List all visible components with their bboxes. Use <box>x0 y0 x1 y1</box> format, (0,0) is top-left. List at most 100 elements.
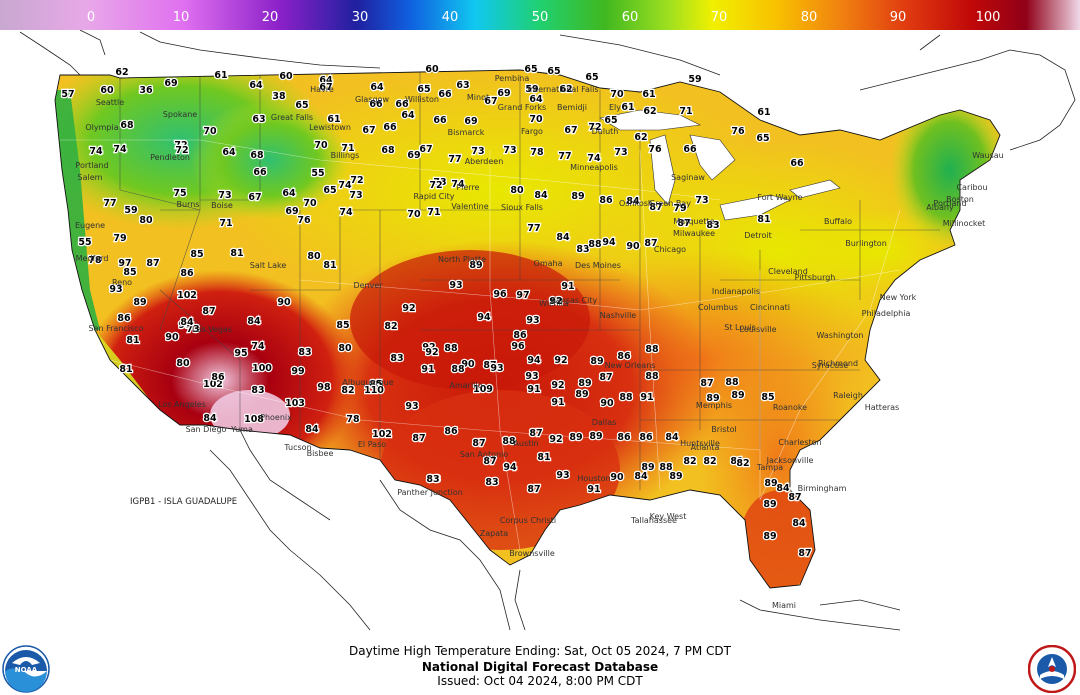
temperature-label: 110 <box>364 385 384 396</box>
temperature-label: 79 <box>113 233 126 244</box>
temperature-label-halo: 97 <box>118 258 131 269</box>
temperature-label: 93 <box>109 284 122 295</box>
temperature-label: 69 <box>285 206 298 217</box>
temperature-label-halo: 72 <box>429 180 442 191</box>
temperature-label: 68 <box>381 145 395 156</box>
temperature-label-halo: 87 <box>412 433 425 444</box>
temperature-label: 81 <box>323 260 336 271</box>
city-label: Cincinnati <box>750 303 790 312</box>
temperature-label-halo: 70 <box>529 114 543 125</box>
city-label: Rapid City <box>414 192 455 201</box>
city-label: Des Moines <box>575 261 621 270</box>
temperature-label: 81 <box>757 214 770 225</box>
temperature-label: 76 <box>297 215 311 226</box>
city-label: San Diego <box>186 425 227 434</box>
temperature-label: 88 <box>659 462 673 473</box>
temperature-label: 94 <box>527 355 541 366</box>
temperature-label: 91 <box>640 392 653 403</box>
temperature-label-halo: 76 <box>648 144 662 155</box>
temperature-label: 87 <box>788 492 801 503</box>
temperature-label-halo: 62 <box>634 132 647 143</box>
temperature-label: 64 <box>249 80 263 91</box>
city-label: Yuma <box>230 425 253 434</box>
temperature-label: 80 <box>338 343 352 354</box>
city-label: Louisville <box>740 325 777 334</box>
temperature-label-halo: 86 <box>180 268 194 279</box>
temperature-label: 71 <box>679 106 692 117</box>
city-label: Green Bay <box>649 199 691 208</box>
temperature-label-halo: 62 <box>643 106 656 117</box>
temperature-label: 73 <box>433 177 446 188</box>
city-label: Grand Forks <box>498 103 546 112</box>
temperature-label: 80 <box>176 358 190 369</box>
temperature-label-halo: 100 <box>252 363 272 374</box>
temperature-label-halo: 69 <box>407 150 420 161</box>
temperature-label: 65 <box>604 115 617 126</box>
city-label: Reno <box>112 278 132 287</box>
temperature-label: 89 <box>589 431 602 442</box>
city-label: Omaha <box>534 259 563 268</box>
temperature-label: 69 <box>497 88 510 99</box>
colorbar-tick-label: 100 <box>976 10 1001 25</box>
temperature-label-halo: 83 <box>706 220 719 231</box>
temperature-label: 55 <box>78 237 91 248</box>
city-label: Sioux Falls <box>501 203 543 212</box>
city-label: Denver <box>353 281 383 290</box>
temperature-label-halo: 88 <box>659 462 673 473</box>
temperature-label-halo: 88 <box>645 344 659 355</box>
temperature-label: 86 <box>599 195 613 206</box>
temperature-label-halo: 91 <box>551 397 564 408</box>
city-label: El Paso <box>358 440 386 449</box>
temperature-label-halo: 71 <box>219 218 232 229</box>
temperature-label: 89 <box>669 471 682 482</box>
temperature-label: 78 <box>530 147 544 158</box>
temperature-label-halo: 86 <box>617 351 631 362</box>
temperature-label-halo: 98 <box>317 382 331 393</box>
temperature-label: 92 <box>551 380 564 391</box>
temperature-label: 79 <box>673 203 686 214</box>
product-title: National Digital Forecast Database <box>421 660 659 674</box>
temperature-label-halo: 72 <box>350 175 363 186</box>
temperature-label: 87 <box>644 238 657 249</box>
temperature-label: 61 <box>327 114 340 125</box>
city-label: Pembina <box>495 74 530 83</box>
temperature-label: 66 <box>253 167 267 178</box>
city-label: Portland <box>75 161 108 170</box>
temperature-label-halo: 89 <box>763 531 776 542</box>
temperature-label: 88 <box>645 371 659 382</box>
temperature-label: 92 <box>425 347 438 358</box>
temperature-label-halo: 73 <box>186 324 199 335</box>
city-label: Columbus <box>698 303 738 312</box>
temperature-label: 100 <box>252 363 272 374</box>
temperature-label-halo: 91 <box>421 364 434 375</box>
temperature-label-halo: 67 <box>564 125 577 136</box>
temperature-label: 63 <box>456 80 469 91</box>
temperature-label: 68 <box>250 150 264 161</box>
temperature-label: 84 <box>534 190 548 201</box>
temperature-label: 71 <box>341 143 354 154</box>
temperature-label-halo: 61 <box>214 70 227 81</box>
city-label: Bemidji <box>557 103 587 112</box>
temperature-label-halo: 66 <box>395 99 409 110</box>
temperature-label: 74 <box>113 144 127 155</box>
temperature-label: 88 <box>619 392 633 403</box>
temperature-label-halo: 89 <box>469 260 482 271</box>
temperature-label: 91 <box>587 484 600 495</box>
temperature-label-halo: 87 <box>649 202 662 213</box>
temperature-label-halo: 73 <box>218 190 231 201</box>
temperature-label-halo: 66 <box>790 158 804 169</box>
temperature-label-halo: 84 <box>180 317 194 328</box>
city-label: Zapata <box>480 529 509 538</box>
temperature-label-halo: 87 <box>202 306 215 317</box>
temperature-label: 74 <box>89 146 103 157</box>
city-label: Phoenix <box>260 413 292 422</box>
temperature-label: 77 <box>527 223 540 234</box>
city-label: Fargo <box>521 127 543 136</box>
temperature-label: 80 <box>510 185 524 196</box>
temperature-label: 69 <box>164 78 177 89</box>
temperature-label-halo: 61 <box>327 114 340 125</box>
temperature-label-halo: 61 <box>621 102 634 113</box>
city-label: Detroit <box>744 231 772 240</box>
temperature-label: 81 <box>230 248 243 259</box>
